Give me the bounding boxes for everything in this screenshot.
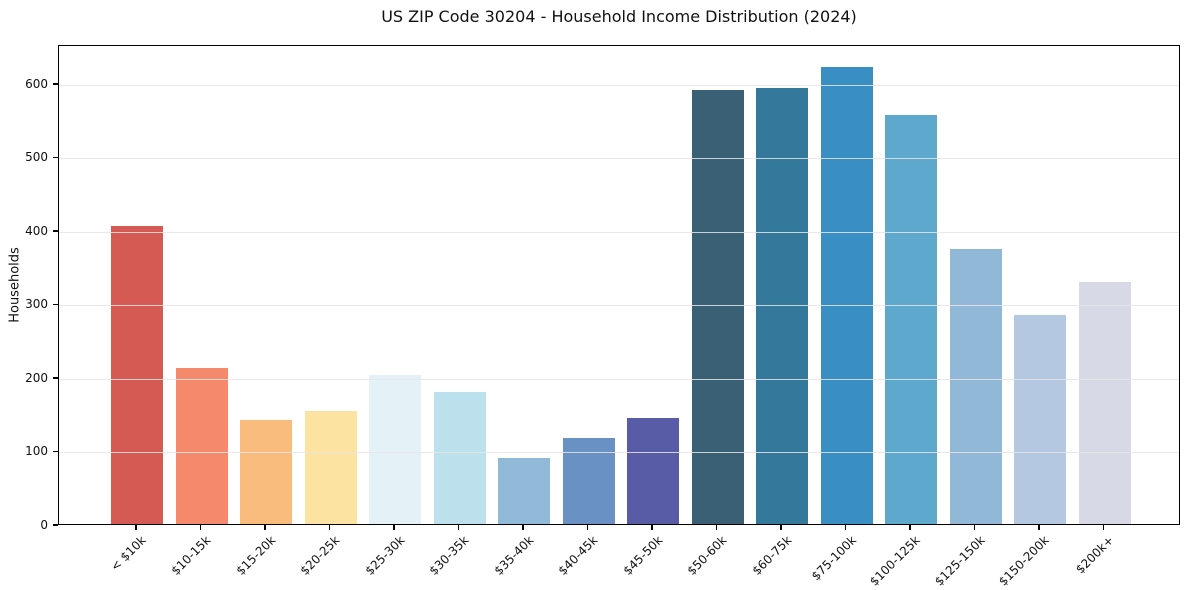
chart-title: US ZIP Code 30204 - Household Income Dis… <box>381 7 857 26</box>
bar <box>433 391 486 524</box>
ytick-mark <box>53 450 58 453</box>
gridline <box>59 158 1179 160</box>
ytick-label: 600 <box>25 76 48 91</box>
bar <box>369 374 422 524</box>
xtick-label: $25-30k <box>362 533 407 578</box>
xtick-label: $10-15k <box>168 533 214 578</box>
xtick-label: $100-125k <box>867 533 924 589</box>
plot-area <box>58 45 1180 525</box>
xtick-mark <box>780 525 782 530</box>
xtick-label: $50-60k <box>684 533 730 578</box>
xtick-mark <box>522 525 524 530</box>
ytick-mark <box>53 377 58 379</box>
xtick-label: $15-20k <box>233 533 278 578</box>
ytick-label: 200 <box>25 370 48 385</box>
xtick-label: $40-45k <box>555 533 601 578</box>
xtick-mark <box>135 525 137 530</box>
xtick-label: < $10k <box>108 533 149 574</box>
bar <box>820 66 873 524</box>
xtick-mark <box>973 525 976 530</box>
xtick-mark <box>264 525 266 530</box>
ytick-mark <box>53 303 58 306</box>
xtick-label: $60-75k <box>749 533 794 578</box>
xtick-mark <box>586 525 589 530</box>
ytick-label: 300 <box>25 297 48 312</box>
xtick-label: $45-50k <box>620 533 665 578</box>
bar <box>562 438 615 524</box>
xtick-mark <box>328 525 331 530</box>
ytick-mark <box>53 156 58 159</box>
gridline <box>59 231 1179 233</box>
xtick-mark <box>844 525 847 530</box>
xtick-mark <box>1038 525 1040 530</box>
xtick-mark <box>393 525 395 530</box>
xtick-mark <box>715 525 718 530</box>
gridline <box>59 378 1179 380</box>
ytick-mark <box>53 83 58 85</box>
xtick-label: $35-40k <box>491 533 536 578</box>
xtick-mark <box>651 525 653 530</box>
xtick-mark <box>457 525 460 530</box>
gridlines-layer <box>59 46 1179 524</box>
ytick-label: 500 <box>25 150 48 165</box>
gridline <box>59 305 1179 307</box>
xtick-label: $125-150k <box>931 533 988 589</box>
bar <box>1014 315 1067 524</box>
bar <box>627 418 680 524</box>
ytick-mark <box>53 230 58 232</box>
gridline <box>59 452 1179 454</box>
bar <box>304 410 357 524</box>
bar <box>1078 282 1131 524</box>
bar <box>885 115 938 524</box>
bar <box>498 457 551 524</box>
gridline <box>59 84 1179 86</box>
xtick-label: $150-200k <box>996 533 1053 589</box>
bar <box>175 368 228 524</box>
xtick-label: $20-25k <box>297 533 343 578</box>
xtick-mark <box>199 525 202 530</box>
bar <box>691 90 744 524</box>
xtick-label: $75-100k <box>808 533 859 584</box>
ytick-label: 400 <box>25 223 48 238</box>
bar <box>949 249 1002 524</box>
ytick-label: 100 <box>25 444 48 459</box>
xtick-mark <box>1103 525 1105 530</box>
xtick-mark <box>909 525 911 530</box>
bar <box>111 226 163 524</box>
xtick-label: $30-35k <box>426 533 472 578</box>
xtick-label: $200k+ <box>1073 533 1117 577</box>
ytick-label: 0 <box>40 518 48 532</box>
bar <box>240 420 293 524</box>
ytick-mark <box>53 524 58 526</box>
